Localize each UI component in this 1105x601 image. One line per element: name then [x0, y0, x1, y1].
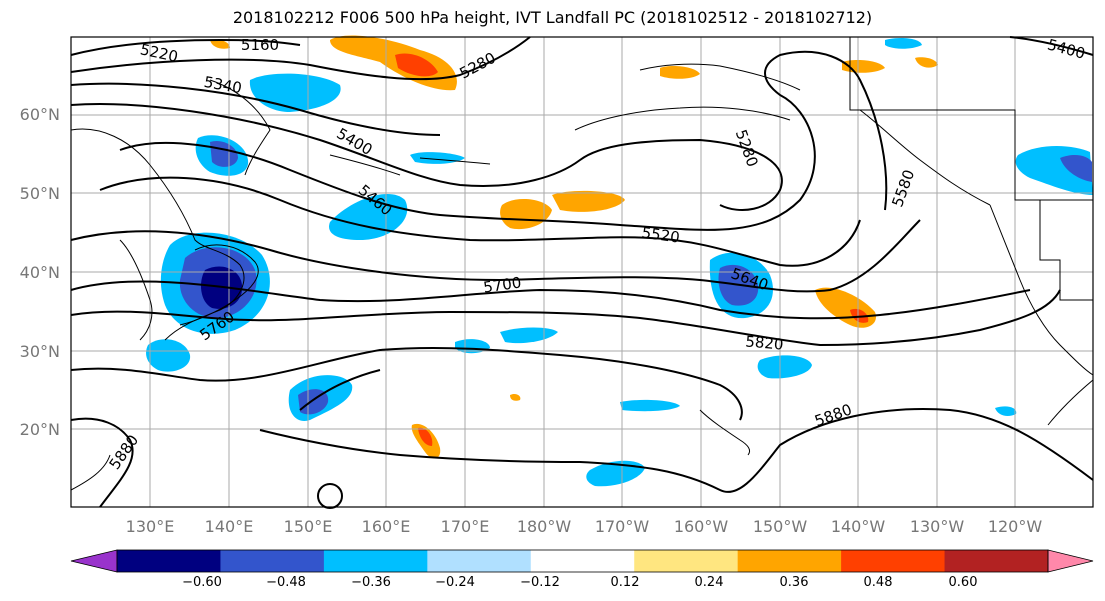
- aleutians-west: [329, 154, 401, 176]
- longitude-labels: 130°E 140°E 150°E 160°E 170°E 180°W 170°…: [126, 517, 1043, 536]
- ivt-negative-area: [586, 460, 645, 487]
- lat-label: 40°N: [20, 263, 60, 282]
- contour-label: 5820: [745, 332, 785, 353]
- coastlines: [70, 37, 1094, 491]
- alaska-south-coast: [574, 106, 791, 131]
- lat-label: 50°N: [20, 184, 60, 203]
- colorbar-tick-label: 0.12: [611, 575, 640, 590]
- contour-5820: [70, 289, 1061, 347]
- lon-label: 150°E: [284, 517, 333, 536]
- ivt-positive-area: [552, 190, 625, 212]
- philippines-coastline: [70, 454, 111, 491]
- japan-coastline: [179, 244, 259, 326]
- lon-label: 160°W: [674, 517, 729, 536]
- ivt-positive-area: [210, 39, 230, 49]
- contour-5880-south: [259, 408, 1094, 493]
- ivt-negative-area: [995, 406, 1017, 416]
- ivt-positive-area: [510, 393, 521, 401]
- canada-coastline: [859, 109, 991, 206]
- baja-coastline: [1047, 379, 1094, 426]
- contour-label: 5520: [641, 223, 681, 246]
- contour-5580: [119, 50, 888, 231]
- colorbar-tick-label: 0.36: [780, 575, 809, 590]
- korea-coastline: [119, 239, 153, 341]
- alaska-north: [639, 63, 801, 91]
- aleutians-east: [419, 157, 491, 165]
- ivt-positive-area: [395, 53, 438, 77]
- colorbar-tick-label: 0.24: [695, 575, 724, 590]
- ivt-positive-area: [500, 198, 552, 230]
- contour-5880-west: [299, 369, 381, 411]
- ivt-negative-area: [1060, 155, 1092, 182]
- lat-label: 60°N: [20, 105, 60, 124]
- colorbar-tick-label: −0.24: [435, 575, 475, 590]
- lon-label: 140°E: [205, 517, 254, 536]
- contour-5880-left: [70, 417, 134, 508]
- lon-label: 130°W: [910, 517, 965, 536]
- ivt-negative-area: [620, 399, 680, 412]
- ivt-negative-area: [885, 37, 922, 49]
- colorbar-segment: [841, 550, 946, 572]
- ivt-negative-area: [146, 339, 191, 372]
- colorbar-tick-label: 0.48: [864, 575, 893, 590]
- colorbar-segment: [427, 550, 532, 572]
- map-frame: [70, 36, 1094, 508]
- colorbar-under-triangle: [70, 549, 118, 573]
- colorbar-ticks: −0.60 −0.48 −0.36 −0.24 −0.12 0.12 0.24 …: [182, 575, 977, 590]
- colorbar-segment: [944, 550, 1049, 572]
- contour-5160: [70, 38, 301, 56]
- lat-label: 20°N: [20, 420, 60, 439]
- contour-closed-low: [317, 483, 343, 509]
- colorbar-tick-label: 0.60: [949, 575, 978, 590]
- contour-5340: [70, 82, 441, 136]
- lon-label: 170°W: [595, 517, 650, 536]
- contour-5400-east: [1009, 36, 1094, 56]
- contour-5700: [70, 280, 1031, 320]
- contour-label: 5700: [482, 273, 522, 296]
- hawaii-islands: [699, 409, 751, 456]
- lon-label: 150°W: [753, 517, 808, 536]
- kamchatka-coastline: [209, 79, 271, 176]
- colorbar-segment: [220, 550, 325, 572]
- colorbar-tick-label: −0.48: [266, 575, 306, 590]
- contour-label: 5160: [241, 36, 279, 54]
- colorbar-segment: [530, 550, 635, 572]
- contour-5520: [99, 176, 861, 267]
- lon-label: 120°W: [988, 517, 1043, 536]
- ivt-positive-area: [915, 57, 938, 68]
- colorbar: [70, 549, 1094, 573]
- contour-5640: [70, 219, 921, 293]
- lon-label: 170°E: [441, 517, 490, 536]
- colorbar-tick-label: −0.60: [182, 575, 222, 590]
- colorbar-segment: [737, 550, 842, 572]
- colorbar-segment: [117, 550, 221, 572]
- colorbar-segment: [323, 550, 428, 572]
- contour-5820b: [70, 346, 743, 421]
- ivt-positive-area: [330, 35, 457, 91]
- alaska-canada-border: [849, 37, 1093, 201]
- ivt-positive-area: [660, 66, 700, 79]
- ivt-negative-area: [757, 355, 812, 379]
- lat-label: 30°N: [20, 342, 60, 361]
- lon-label: 130°E: [126, 517, 175, 536]
- lon-label: 180°W: [517, 517, 572, 536]
- latitude-labels: 60°N 50°N 40°N 30°N 20°N: [20, 105, 60, 439]
- colorbar-segment: [634, 550, 739, 572]
- contour-5280: [70, 36, 531, 81]
- ivt-positive-area: [418, 427, 433, 446]
- lon-label: 160°E: [362, 517, 411, 536]
- colorbar-tick-label: −0.12: [520, 575, 560, 590]
- lon-label: 140°W: [831, 517, 886, 536]
- map-title: 2018102212 F006 500 hPa height, IVT Land…: [232, 8, 873, 27]
- contour-5400: [70, 103, 783, 211]
- colorbar-tick-label: −0.36: [351, 575, 391, 590]
- colorbar-frame: [116, 549, 1049, 573]
- height-contours: [70, 36, 1094, 509]
- us-state-borders: [1039, 200, 1093, 301]
- colorbar-over-triangle: [1047, 549, 1094, 573]
